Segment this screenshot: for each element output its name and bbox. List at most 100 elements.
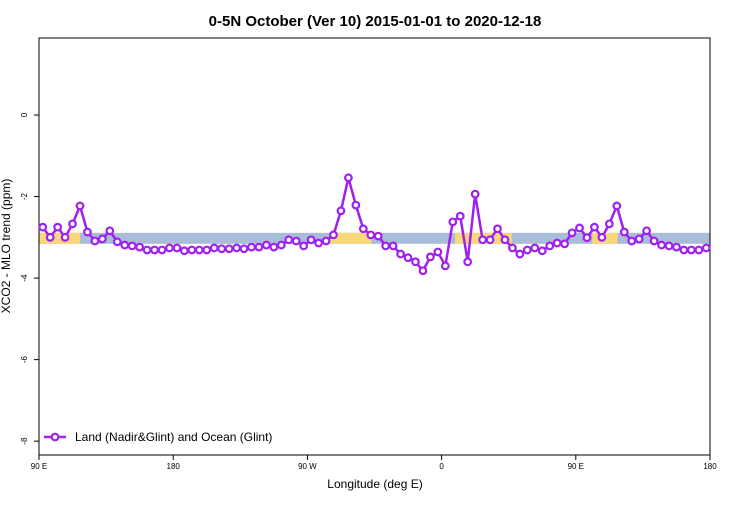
data-point — [567, 228, 577, 238]
data-point — [552, 238, 562, 248]
data-point — [105, 226, 115, 236]
data-point — [45, 232, 55, 242]
data-point — [202, 245, 212, 255]
data-point — [597, 232, 607, 242]
y-tick-label: -2 — [20, 192, 29, 200]
data-point — [500, 235, 510, 245]
data-point — [664, 241, 674, 251]
data-point — [686, 245, 696, 255]
data-point — [448, 217, 458, 227]
data-point — [194, 245, 204, 255]
data-point — [657, 240, 666, 250]
data-point — [276, 240, 286, 250]
data-point — [366, 230, 376, 240]
data-point — [254, 242, 264, 252]
data-point — [433, 247, 443, 257]
data-point — [269, 242, 279, 252]
data-point — [314, 238, 323, 248]
data-point — [329, 230, 338, 240]
data-point — [455, 211, 465, 221]
data-point — [440, 261, 450, 271]
x-tick-label: 180 — [167, 462, 181, 471]
x-tick-label: 90 W — [298, 462, 317, 471]
y-tick-label: 0 — [20, 112, 29, 117]
data-point — [83, 227, 92, 237]
x-tick-label: 0 — [439, 462, 444, 471]
data-point — [306, 235, 316, 245]
data-point — [575, 223, 584, 233]
data-point — [38, 222, 48, 232]
y-tick-label: -4 — [20, 274, 29, 282]
data-point — [508, 243, 517, 253]
data-point — [75, 201, 85, 211]
data-point — [232, 243, 241, 253]
data-point — [590, 222, 599, 232]
data-point — [612, 201, 622, 211]
data-point — [172, 243, 182, 253]
data-point — [261, 240, 271, 250]
data-point — [418, 266, 428, 276]
data-point — [373, 231, 383, 241]
data-point — [321, 236, 331, 246]
data-point — [396, 249, 405, 259]
data-point — [187, 245, 197, 255]
data-point — [127, 241, 137, 251]
data-point — [411, 257, 420, 267]
data-point — [284, 235, 294, 245]
data-point — [582, 233, 592, 243]
data-point — [478, 235, 488, 245]
x-tick-label: 180 — [703, 462, 717, 471]
data-point — [344, 173, 353, 183]
data-point — [209, 243, 219, 253]
data-point — [634, 234, 644, 244]
data-point — [68, 219, 77, 229]
data-point — [97, 234, 107, 244]
data-point — [217, 244, 227, 254]
data-point — [545, 241, 555, 251]
data-point — [165, 243, 174, 253]
data-point — [515, 249, 525, 259]
data-point — [672, 242, 681, 252]
chart-title: 0-5N October (Ver 10) 2015-01-01 to 2020… — [209, 13, 542, 30]
land-band — [39, 232, 81, 244]
data-point — [649, 236, 659, 246]
data-point — [694, 245, 704, 255]
data-point — [179, 246, 189, 256]
y-tick-label: -6 — [20, 356, 29, 364]
data-point — [291, 236, 301, 246]
data-point — [619, 227, 629, 237]
data-point — [679, 245, 689, 255]
data-point — [60, 232, 70, 242]
data-point — [426, 252, 435, 262]
data-point — [90, 236, 100, 246]
data-point — [522, 245, 532, 255]
data-point — [157, 245, 167, 255]
data-point — [530, 243, 540, 253]
data-point — [604, 219, 614, 229]
data-point — [336, 206, 346, 216]
x-tick-label: 90 E — [568, 462, 584, 471]
data-point — [239, 244, 249, 254]
data-point — [493, 224, 502, 234]
data-point — [403, 253, 413, 263]
data-point — [247, 242, 256, 252]
data-point — [627, 236, 637, 246]
data-point — [388, 241, 398, 251]
y-tick-label: -8 — [20, 437, 29, 445]
data-point — [112, 237, 122, 247]
data-point — [224, 244, 234, 254]
legend-label: Land (Nadir&Glint) and Ocean (Glint) — [75, 430, 272, 444]
data-point — [135, 242, 145, 252]
data-point — [142, 245, 152, 255]
y-axis-label: XCO2 - MLO trend (ppm) — [0, 179, 13, 314]
data-point — [120, 240, 130, 250]
data-point — [351, 200, 361, 210]
data-point — [150, 245, 159, 255]
data-point — [470, 189, 480, 199]
land-band — [329, 232, 372, 244]
data-point — [299, 241, 309, 251]
data-point — [381, 241, 391, 251]
data-point — [485, 235, 495, 245]
data-point — [53, 222, 63, 232]
